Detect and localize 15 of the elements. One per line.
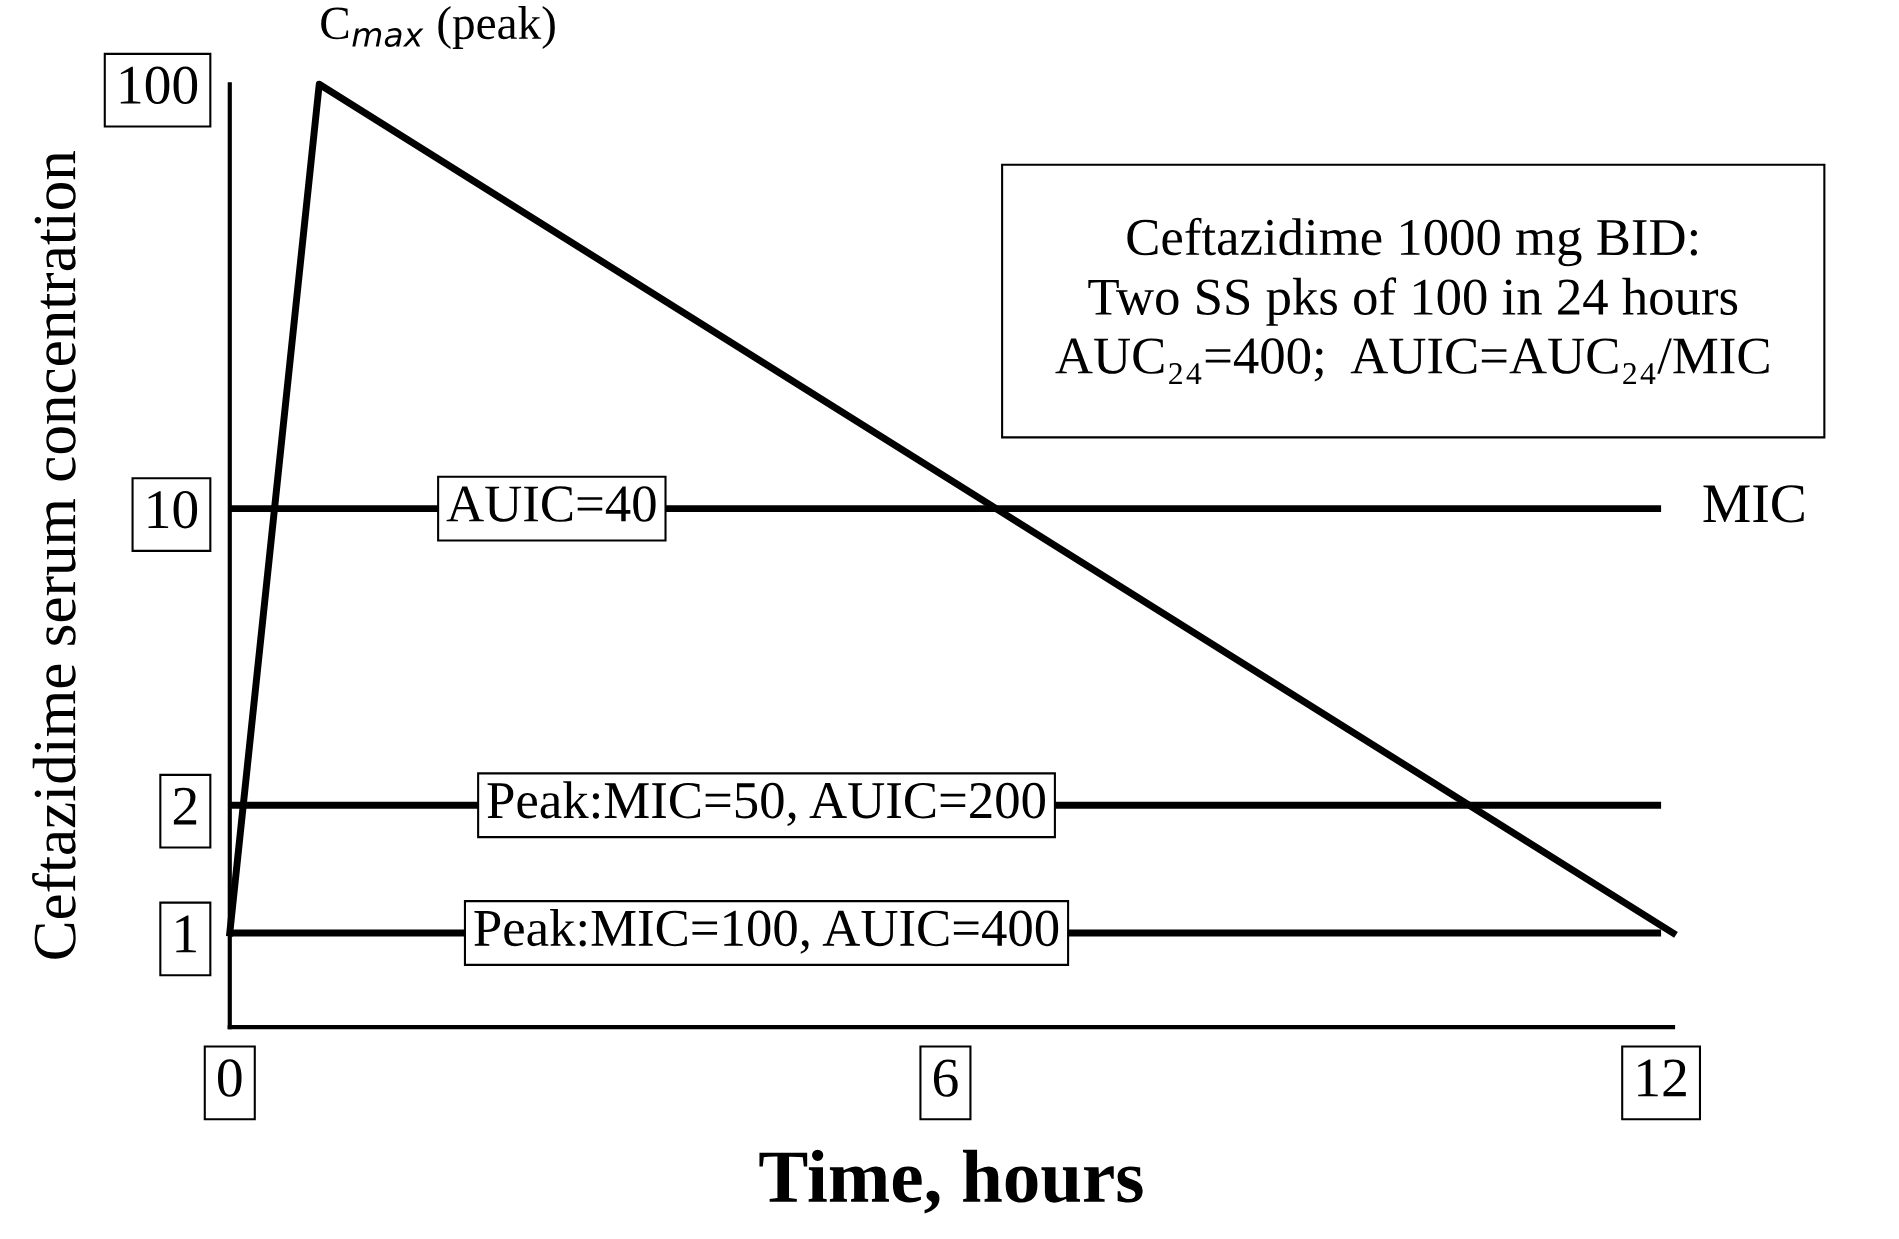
annotation: Peak:MIC=50, AUIC=200	[487, 781, 1045, 827]
annotation: AUIC=40	[446, 486, 656, 522]
annotation: Peak:MIC=100, AUIC=400	[474, 909, 1059, 954]
annotation: Ceftazidime 1000 mg BID: Two SS pks of 100 in 24 hours AUC₂₄=400; AUIC=AUC₂₄/MIC	[1055, 217, 1769, 385]
y-axis-title: Ceftazidime serum concentration	[32, 151, 76, 959]
y-tick-label: 2	[173, 787, 197, 825]
annotation: C$_{max}$ (peak)	[321, 6, 555, 49]
x-axis-title: Time, hours	[759, 1149, 1143, 1214]
x-tick-label: 12	[1638, 1059, 1686, 1097]
y-tick-label: 100	[120, 66, 198, 105]
x-tick-label: 0	[218, 1059, 242, 1097]
ref-line-label: MIC	[1703, 485, 1804, 523]
x-tick-label: 6	[933, 1059, 958, 1097]
y-tick-label: 10	[148, 490, 198, 529]
y-tick-label: 1	[176, 915, 196, 953]
